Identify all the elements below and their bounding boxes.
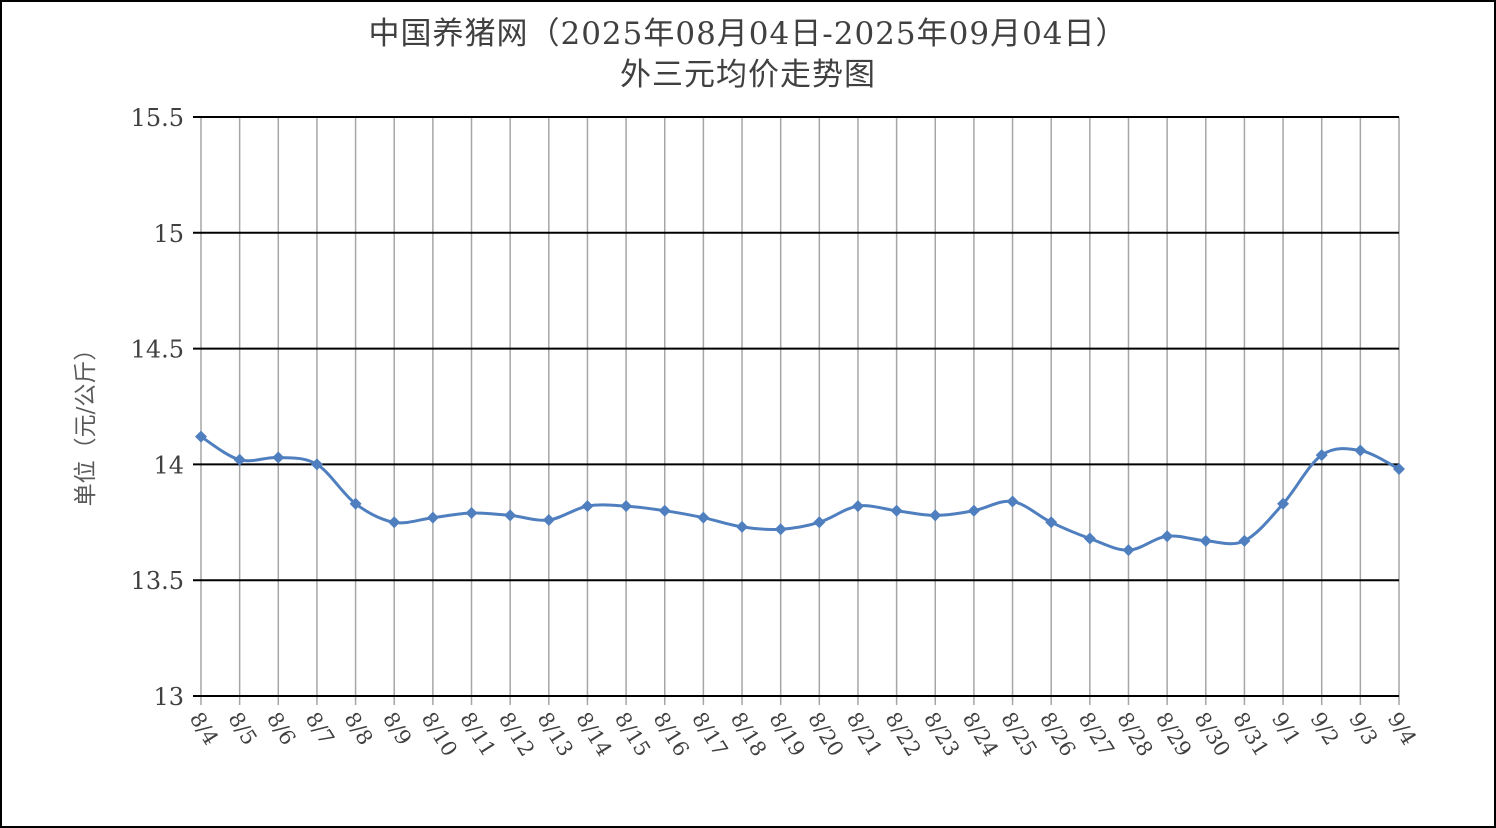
x-tick-label: 8/22 [880, 708, 925, 761]
data-point [929, 509, 942, 522]
data-point [233, 453, 246, 466]
x-tick-label: 8/31 [1228, 708, 1273, 761]
x-tick-label: 8/5 [223, 708, 261, 749]
data-point [697, 511, 710, 524]
x-tick-label: 8/19 [764, 708, 809, 761]
x-tick-label: 8/15 [610, 708, 655, 761]
y-tick-label: 14 [153, 451, 184, 479]
x-tick-label: 8/6 [262, 708, 300, 749]
x-tick-label: 8/14 [571, 708, 616, 761]
data-point [581, 500, 594, 513]
data-point [1315, 449, 1328, 462]
data-point [851, 500, 864, 513]
data-point [1083, 532, 1096, 545]
price-series [195, 430, 1405, 557]
data-point [1238, 534, 1251, 547]
x-tick-labels: 8/4 8/5 8/6 8/7 8/8 8/9 8/108/118/128/138/148/… [185, 708, 1421, 761]
data-point [195, 430, 207, 443]
series-line [200, 435, 1400, 552]
data-point [388, 516, 401, 529]
y-tick-label: 13.5 [131, 567, 184, 595]
chart-title: 中国养猪网（2025年08月04日-2025年09月04日） [368, 16, 1128, 52]
data-point [1354, 444, 1367, 457]
x-tick-label: 9/4 [1383, 708, 1421, 749]
x-tick-label: 8/8 [339, 708, 377, 749]
x-tick-label: 8/13 [533, 708, 578, 761]
x-tick-label: 8/25 [996, 708, 1041, 761]
x-tick-label: 8/18 [726, 708, 771, 761]
y-tick-labels: 13 13.5 14 14.5 15 15.5 [131, 104, 184, 711]
data-point [967, 504, 980, 517]
x-tick-label: 8/10 [417, 708, 462, 761]
x-tick-label: 9/3 [1344, 708, 1382, 749]
data-point [658, 504, 671, 517]
y-tick-label: 14.5 [131, 336, 184, 364]
data-point [1122, 544, 1135, 557]
x-tick-label: 8/12 [494, 708, 539, 761]
y-tick-label: 15.5 [131, 104, 184, 132]
data-point [736, 520, 749, 533]
data-point [1393, 463, 1405, 476]
data-point [310, 458, 323, 471]
data-point [426, 511, 439, 524]
data-point [1277, 497, 1290, 510]
data-point [1161, 530, 1174, 543]
x-tick-label: 8/11 [455, 708, 500, 761]
data-point [465, 507, 478, 520]
y-axis-label: 单位（元/公斤） [73, 338, 99, 507]
x-tick-label: 8/17 [687, 708, 732, 761]
x-tick-label: 8/26 [1035, 708, 1080, 761]
y-tick-label: 15 [153, 220, 184, 248]
data-point [349, 497, 362, 510]
data-point [620, 500, 633, 513]
y-tick-label: 13 [153, 683, 184, 711]
data-point [1006, 495, 1019, 508]
x-tick-label: 8/16 [649, 708, 694, 761]
x-tick-label: 8/27 [1074, 708, 1119, 761]
data-point [1045, 516, 1058, 529]
vertical-gridlines [200, 117, 1400, 705]
horizontal-gridlines [193, 116, 1399, 582]
data-point [542, 513, 555, 526]
x-tick-label: 8/20 [803, 708, 848, 761]
x-tick-label: 9/2 [1305, 708, 1343, 749]
x-tick-label: 8/9 [378, 708, 416, 749]
x-tick-label: 8/21 [842, 708, 887, 761]
x-tick-label: 8/7 [301, 708, 339, 749]
x-tick-label: 8/4 [185, 708, 223, 749]
data-point [813, 516, 826, 529]
x-tick-label: 8/24 [958, 708, 1003, 761]
data-point [272, 451, 285, 464]
x-tick-label: 8/28 [1112, 708, 1157, 761]
x-tick-label: 8/23 [919, 708, 964, 761]
chart-subtitle: 外三元均价走势图 [620, 57, 876, 93]
data-point [504, 509, 517, 522]
data-point [774, 523, 787, 536]
data-point [1199, 534, 1212, 547]
x-tick-label: 9/1 [1267, 708, 1305, 749]
data-point [890, 504, 903, 517]
x-tick-label: 8/30 [1190, 708, 1235, 761]
x-tick-label: 8/29 [1151, 708, 1196, 761]
